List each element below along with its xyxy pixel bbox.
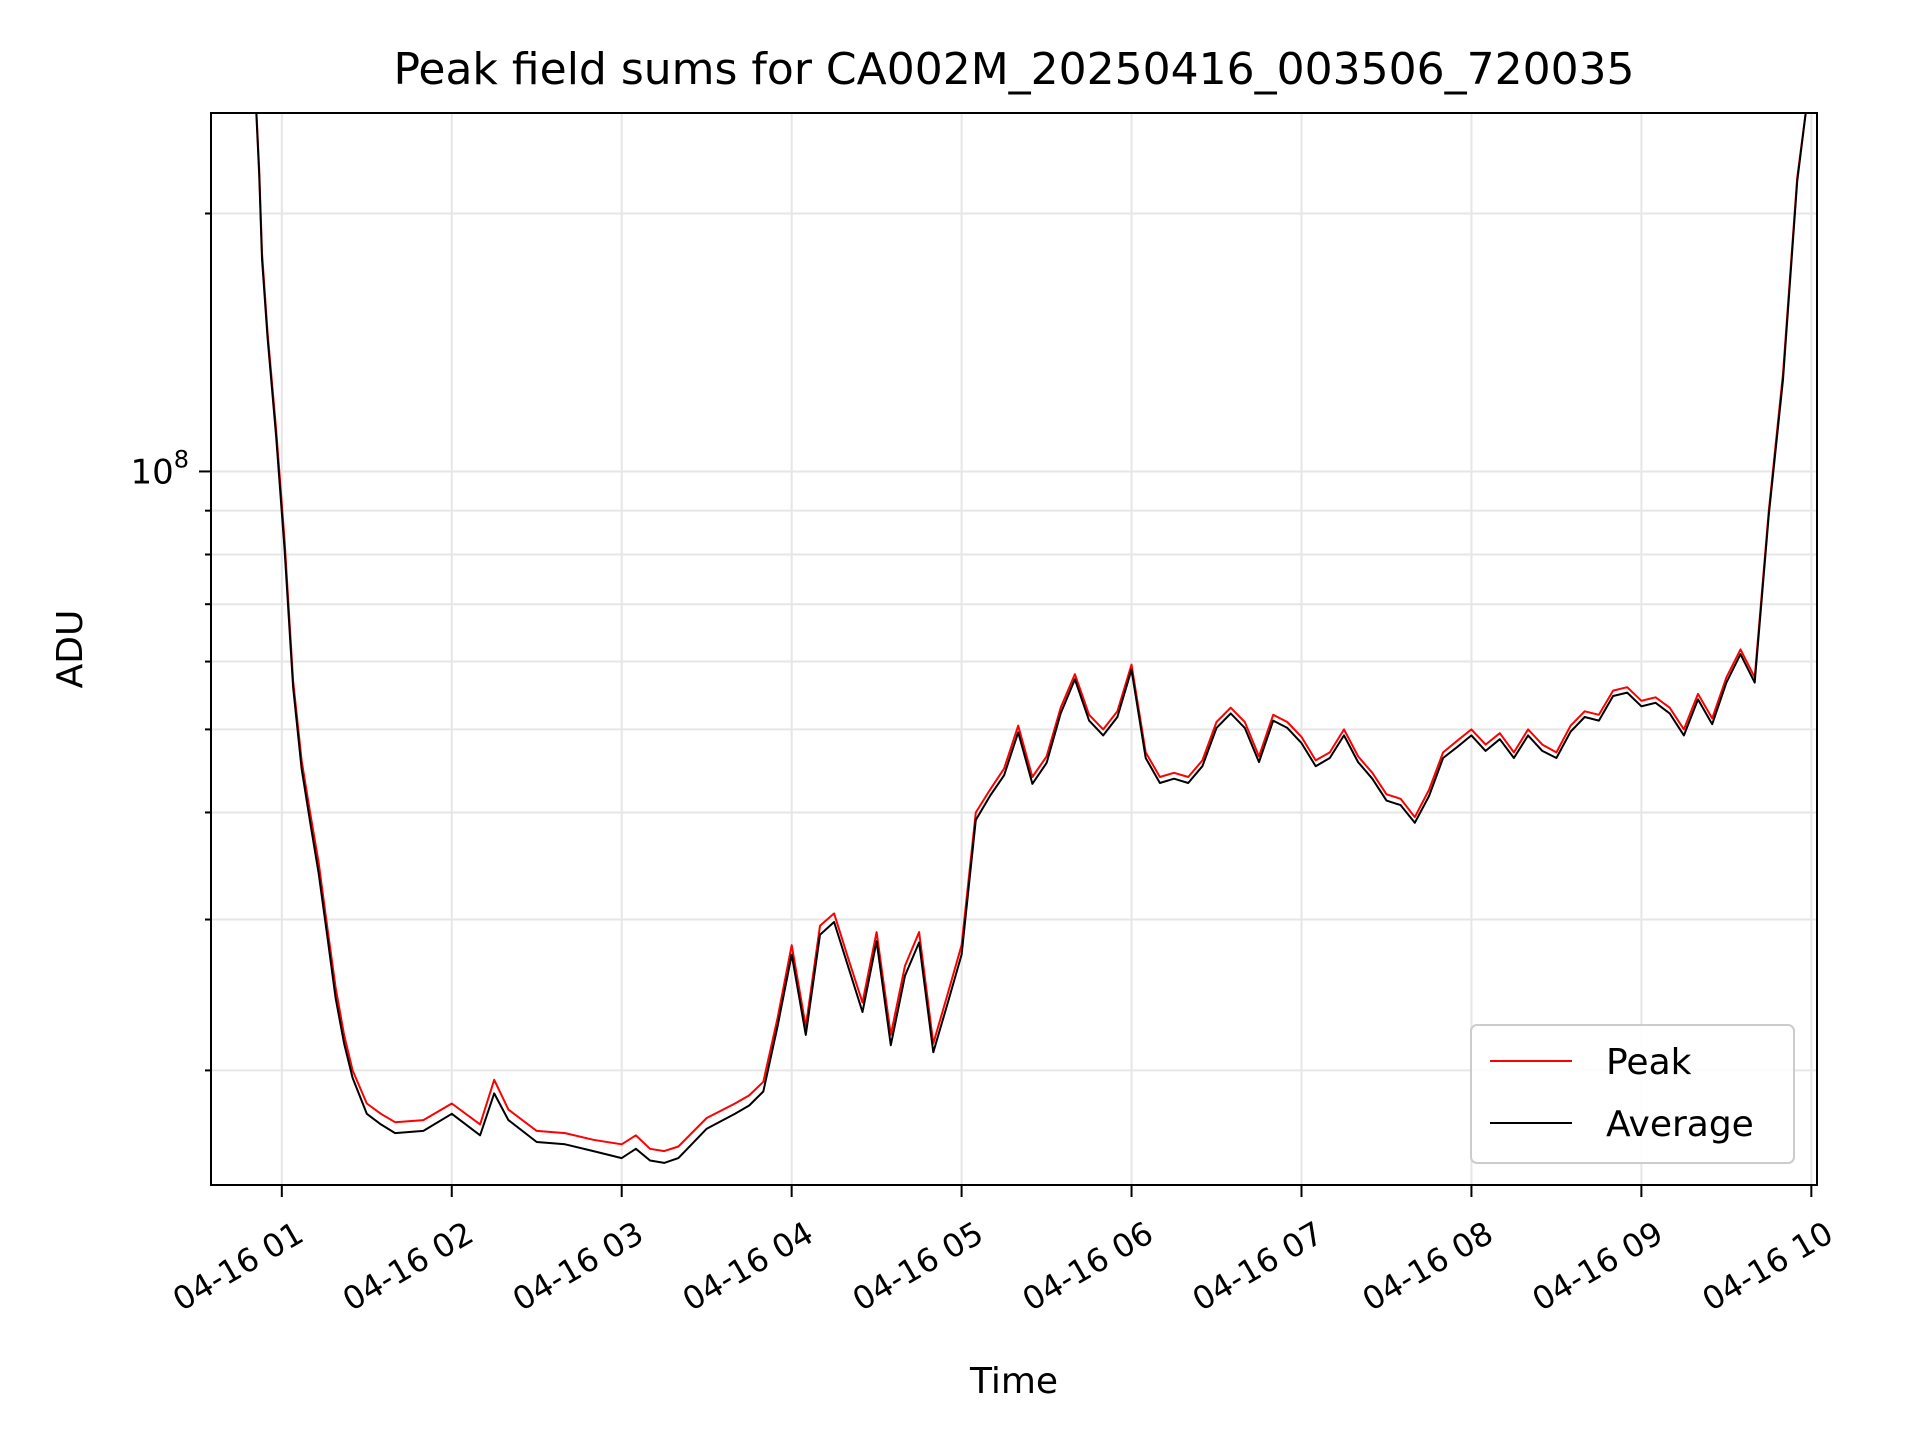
plot-frame <box>210 112 1818 1186</box>
chart-title: Peak field sums for CA002M_20250416_0035… <box>393 44 1634 95</box>
y-tick-label-exponent: 8 <box>174 445 189 473</box>
legend-peak-label: Peak <box>1606 1042 1692 1083</box>
y-tick-label: 108 <box>130 445 189 492</box>
x-axis-label: Time <box>969 1361 1058 1402</box>
legend: Peak Average <box>1470 1024 1795 1164</box>
series-line-peak <box>255 113 1807 1153</box>
legend-box <box>1470 1024 1795 1164</box>
series-layer <box>255 113 1807 1164</box>
y-axis-label: ADU <box>50 610 91 689</box>
series-line-average <box>255 113 1807 1164</box>
legend-average-label: Average <box>1606 1104 1754 1145</box>
y-tick-label-base: 10 <box>130 452 173 492</box>
